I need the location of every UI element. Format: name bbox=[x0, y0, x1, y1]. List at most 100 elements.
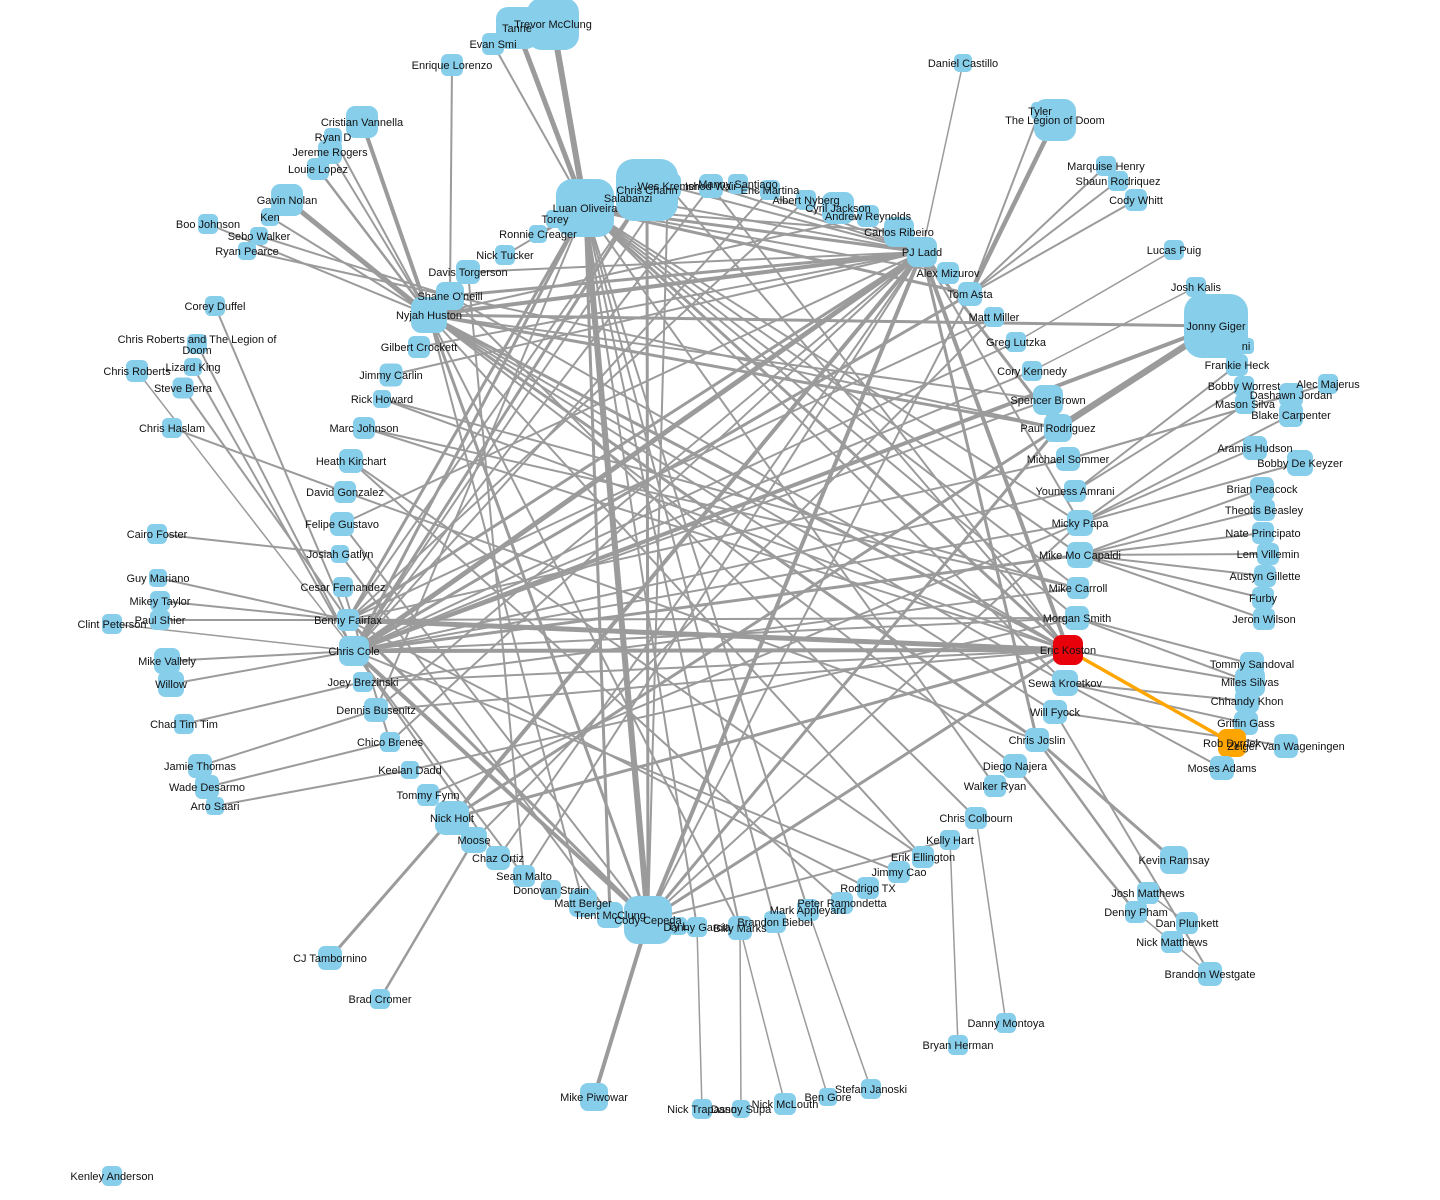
graph-node-spencer-brown[interactable] bbox=[1033, 385, 1063, 415]
graph-node-louie-lopez[interactable] bbox=[307, 158, 329, 180]
graph-node-marquise-henry[interactable] bbox=[1096, 156, 1116, 176]
graph-node-nick-tucker[interactable] bbox=[495, 245, 515, 265]
graph-node-sewa-kroetkov[interactable] bbox=[1052, 670, 1078, 696]
graph-node-moses-adams[interactable] bbox=[1210, 756, 1234, 780]
graph-node-rodrigo-tx[interactable] bbox=[857, 877, 879, 899]
graph-node-arto-saari[interactable] bbox=[206, 797, 224, 815]
graph-node-nick-trapasso[interactable] bbox=[692, 1099, 712, 1119]
graph-node-gavin-nolan[interactable] bbox=[271, 184, 303, 216]
graph-node-cory-kennedy[interactable] bbox=[1022, 361, 1042, 381]
graph-node-carlos-ribeiro[interactable] bbox=[884, 217, 914, 247]
graph-node-paul-rodriguez[interactable] bbox=[1044, 414, 1072, 442]
graph-node-griffin-gass[interactable] bbox=[1234, 711, 1258, 735]
graph-node-dan-plunkett[interactable] bbox=[1176, 912, 1198, 934]
graph-node-ty-l[interactable] bbox=[669, 917, 687, 935]
graph-node-corey-duffel[interactable] bbox=[205, 296, 225, 316]
graph-node-shane-o-neill[interactable] bbox=[436, 282, 464, 310]
graph-node-luan-oliveira[interactable] bbox=[556, 179, 614, 237]
graph-node-lem-villemin[interactable] bbox=[1257, 543, 1279, 565]
graph-node-donovan-strain[interactable] bbox=[541, 880, 561, 900]
graph-node-the-legion-of-doom[interactable] bbox=[1034, 99, 1076, 141]
graph-node-boo-johnson[interactable] bbox=[198, 214, 218, 234]
graph-node-dennis-busenitz[interactable] bbox=[364, 698, 388, 722]
graph-node-micky-papa[interactable] bbox=[1067, 510, 1093, 536]
graph-node-furby[interactable] bbox=[1252, 587, 1274, 609]
graph-node-brian-peacock[interactable] bbox=[1250, 477, 1274, 501]
graph-node-erik-ellington[interactable] bbox=[912, 846, 934, 868]
graph-node-ni[interactable] bbox=[1238, 338, 1254, 354]
graph-node-davis-torgerson[interactable] bbox=[456, 260, 480, 284]
graph-node-jimmy-carlin[interactable] bbox=[379, 363, 403, 387]
graph-node-peter-ramondetta[interactable] bbox=[831, 892, 853, 914]
graph-node-frankie-heck[interactable] bbox=[1226, 354, 1248, 376]
graph-node-heath-kirchart[interactable] bbox=[339, 449, 363, 473]
graph-node-kevin-ramsay[interactable] bbox=[1160, 846, 1188, 874]
graph-node-cristian-vannella[interactable] bbox=[346, 106, 378, 138]
graph-node-evan-smi[interactable] bbox=[482, 33, 504, 55]
graph-node-ronnie-creager[interactable] bbox=[529, 225, 547, 243]
graph-node-chris-joslin[interactable] bbox=[1025, 728, 1049, 752]
graph-node-zeiger-van-wageningen[interactable] bbox=[1274, 734, 1298, 758]
graph-node-bobby-worrest[interactable] bbox=[1234, 376, 1254, 396]
graph-node-albert-nyberg[interactable] bbox=[796, 190, 816, 210]
graph-node-felipe-gustavo[interactable] bbox=[330, 512, 354, 536]
graph-node-moose[interactable] bbox=[461, 827, 487, 853]
graph-node-enrique-lorenzo[interactable] bbox=[441, 54, 463, 76]
graph-node-eric-martina[interactable] bbox=[760, 180, 780, 200]
graph-node-chris-colbourn[interactable] bbox=[965, 807, 987, 829]
graph-node-jeron-wilson[interactable] bbox=[1253, 608, 1275, 630]
graph-node-austyn-gillette[interactable] bbox=[1254, 565, 1276, 587]
graph-node-clint-peterson[interactable] bbox=[102, 614, 122, 634]
graph-node-eric-koston[interactable] bbox=[1053, 635, 1083, 665]
graph-node-danny-garcia[interactable] bbox=[687, 917, 707, 937]
graph-node-nick-mclouth[interactable] bbox=[774, 1093, 796, 1115]
graph-node-guy-mariano[interactable] bbox=[149, 569, 167, 587]
graph-node-jimmy-cao[interactable] bbox=[888, 861, 910, 883]
graph-node-danny-supa[interactable] bbox=[732, 1100, 750, 1118]
graph-node-greg-lutzka[interactable] bbox=[1006, 332, 1026, 352]
graph-node-brad-cromer[interactable] bbox=[370, 989, 390, 1009]
graph-node-mike-piwowar[interactable] bbox=[580, 1083, 608, 1111]
graph-node-chhandy-khon[interactable] bbox=[1235, 689, 1259, 713]
graph-node-keelan-dadd[interactable] bbox=[401, 761, 419, 779]
graph-node-alex-mizurov[interactable] bbox=[937, 262, 959, 284]
graph-node-mike-vallely[interactable] bbox=[154, 648, 180, 674]
graph-node-pj-ladd[interactable] bbox=[907, 237, 937, 267]
graph-node-walker-ryan[interactable] bbox=[984, 775, 1006, 797]
graph-node-tanne[interactable] bbox=[496, 7, 538, 49]
graph-node-matt-miller[interactable] bbox=[984, 307, 1004, 327]
graph-node-cairo-foster[interactable] bbox=[147, 524, 167, 544]
graph-node-trent-mcclung[interactable] bbox=[597, 902, 623, 928]
graph-node-sean-malto[interactable] bbox=[513, 865, 535, 887]
graph-node-sebo-walker[interactable] bbox=[250, 227, 268, 245]
graph-node-matt-berger[interactable] bbox=[569, 889, 597, 917]
graph-node-rob-dyrdek[interactable] bbox=[1218, 729, 1246, 757]
graph-node-chris-cole[interactable] bbox=[339, 636, 369, 666]
graph-node-bryan-herman[interactable] bbox=[948, 1035, 968, 1055]
graph-node-dashawn-jordan[interactable] bbox=[1279, 383, 1303, 407]
graph-node-youness-amrani[interactable] bbox=[1064, 480, 1086, 502]
graph-node-joey-brezinski[interactable] bbox=[353, 672, 373, 692]
graph-node-lizard-king[interactable] bbox=[184, 358, 202, 376]
graph-node-nick-matthews[interactable] bbox=[1161, 931, 1183, 953]
graph-node-gilbert-crockett[interactable] bbox=[408, 336, 430, 358]
graph-node-mike-carroll[interactable] bbox=[1067, 577, 1089, 599]
graph-node-andrew-reynolds[interactable] bbox=[857, 205, 879, 227]
graph-node-tom-asta[interactable] bbox=[958, 282, 982, 306]
graph-node-cesar-fernandez[interactable] bbox=[333, 577, 353, 597]
graph-node-morgan-smith[interactable] bbox=[1065, 606, 1089, 630]
graph-node-chris-roberts-and-the-legion-of-doom[interactable] bbox=[187, 334, 207, 354]
graph-node-stefan-janoski[interactable] bbox=[861, 1079, 881, 1099]
graph-node-marc-johnson[interactable] bbox=[353, 417, 375, 439]
graph-node-chris-haslam[interactable] bbox=[162, 418, 182, 438]
graph-node-wes-kremer[interactable] bbox=[655, 173, 681, 199]
graph-node-aramis-hudson[interactable] bbox=[1243, 436, 1267, 460]
graph-node-tommy-fynn[interactable] bbox=[417, 784, 439, 806]
graph-node-ryan-pearce[interactable] bbox=[238, 242, 256, 260]
graph-node-danny-montoya[interactable] bbox=[996, 1013, 1016, 1033]
graph-node-willow[interactable] bbox=[158, 671, 184, 697]
graph-node-bobby-de-keyzer[interactable] bbox=[1287, 450, 1313, 476]
graph-node-mark-appleyard[interactable] bbox=[797, 899, 819, 921]
graph-node-lucas-puig[interactable] bbox=[1164, 240, 1184, 260]
graph-node-ben-gore[interactable] bbox=[819, 1088, 837, 1106]
